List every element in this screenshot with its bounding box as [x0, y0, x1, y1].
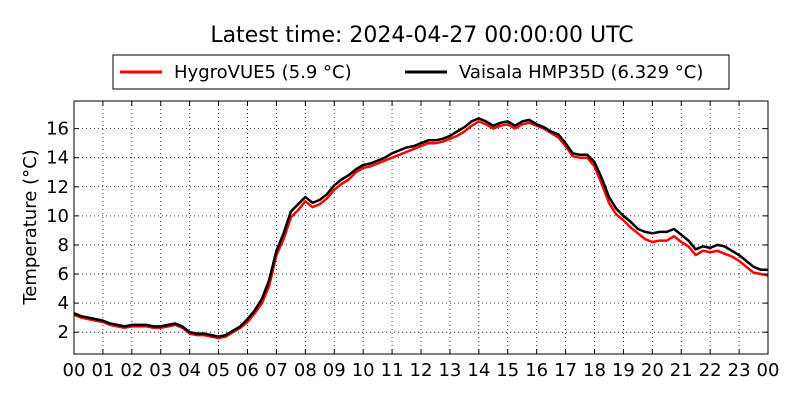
y-tick-label: 2	[58, 322, 69, 343]
x-tick-label: 20	[641, 360, 664, 381]
y-tick-label: 14	[46, 148, 69, 169]
x-tick-label: 15	[496, 360, 519, 381]
y-tick-label: 10	[46, 206, 69, 227]
x-tick-label: 13	[438, 360, 461, 381]
x-tick-label: 02	[120, 360, 143, 381]
x-tick-label: 03	[149, 360, 172, 381]
grid	[74, 101, 768, 354]
y-tick-label: 8	[58, 235, 69, 256]
x-tick-label: 12	[410, 360, 433, 381]
plot-area-frame	[73, 100, 769, 355]
y-tick-label: 12	[46, 177, 69, 198]
series-line-hygrovue5	[73, 120, 769, 340]
y-tick-label: 16	[46, 119, 69, 140]
x-tick-label: 17	[554, 360, 577, 381]
x-tick-label: 09	[323, 360, 346, 381]
legend: HygroVUE5 (5.9 °C) Vaisala HMP35D (6.329…	[112, 54, 730, 90]
x-tick-label: 23	[728, 360, 751, 381]
series-layer	[73, 117, 769, 340]
x-tick-label: 01	[91, 360, 114, 381]
x-axis: 00 01 02 03 04 05 06 07 08 09 10 11 12 13 14 15 16 17 18 19…	[63, 101, 780, 381]
x-tick-label: 08	[294, 360, 317, 381]
y-axis: 2 4 6 8 10 12 14 16	[46, 119, 768, 343]
x-tick-label: 21	[670, 360, 693, 381]
x-tick-label: 19	[612, 360, 635, 381]
y-axis-label: Temperature (°C)	[20, 149, 41, 305]
x-tick-label: 00	[63, 360, 86, 381]
series-line-vaisala	[73, 117, 768, 338]
x-tick-label: 16	[525, 360, 548, 381]
legend-label-vaisala: Vaisala HMP35D (6.329 °C)	[459, 62, 703, 83]
y-tick-label: 4	[58, 293, 69, 314]
x-tick-label: 07	[265, 360, 288, 381]
x-tick-label: 04	[178, 360, 201, 381]
x-tick-label: 18	[583, 360, 606, 381]
x-tick-label: 00	[757, 360, 780, 381]
x-tick-label: 11	[381, 360, 404, 381]
chart-title: Latest time: 2024-04-27 00:00:00 UTC	[210, 23, 633, 48]
y-tick-label: 6	[58, 264, 69, 285]
x-tick-label: 10	[352, 360, 375, 381]
x-tick-label: 14	[467, 360, 490, 381]
x-tick-label: 05	[207, 360, 230, 381]
legend-label-hygrovue5: HygroVUE5 (5.9 °C)	[174, 62, 352, 83]
x-tick-label: 06	[236, 360, 259, 381]
x-tick-label: 22	[699, 360, 722, 381]
